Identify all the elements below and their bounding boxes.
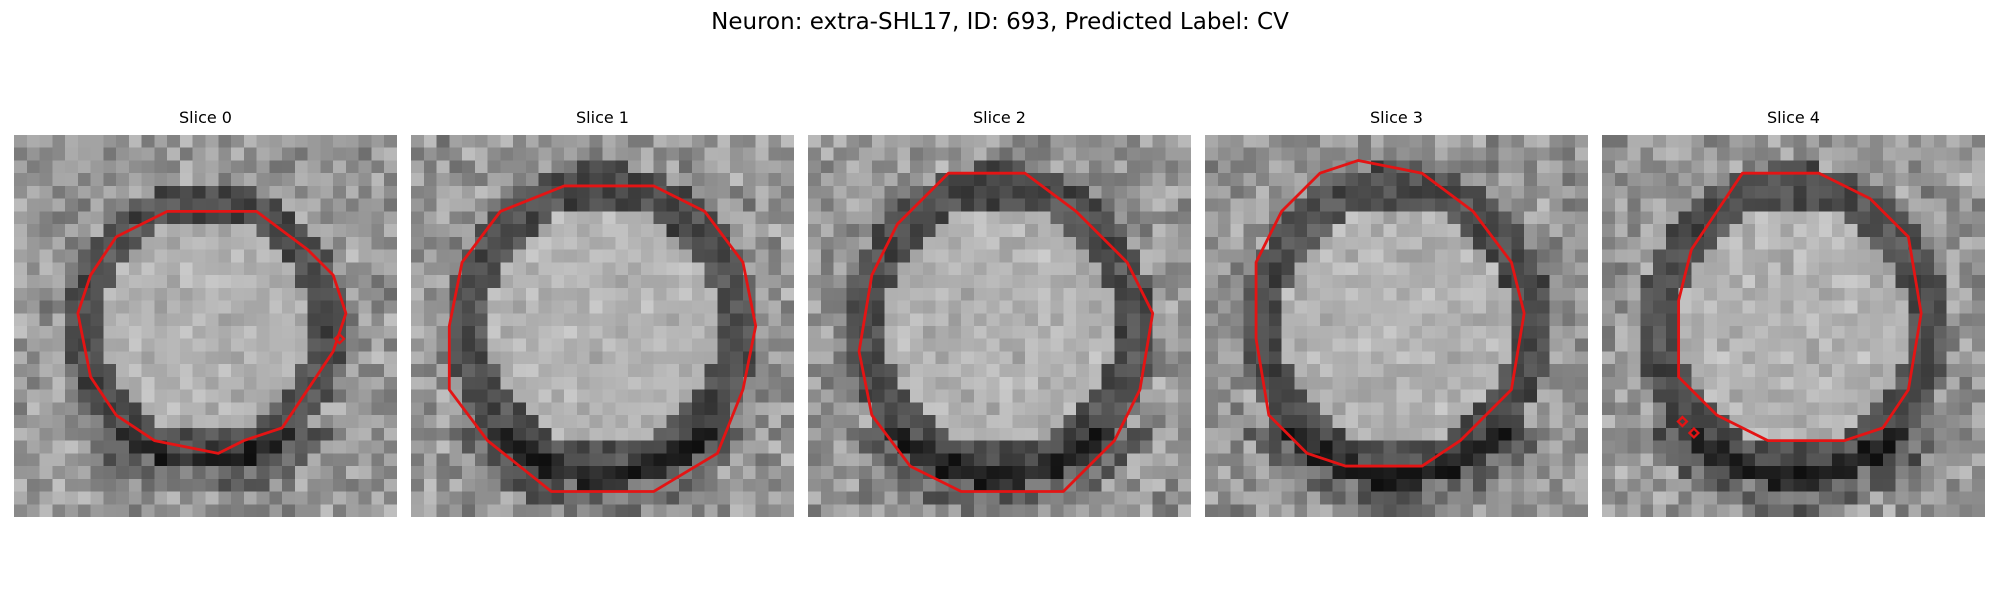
slice-title: Slice 4 [1767,108,1820,127]
pixel-grid [14,135,397,517]
slice-image [808,135,1191,517]
pixel-grid [808,135,1191,517]
slice-panel-2: Slice 2 [808,107,1191,517]
segmentation-contour [76,209,348,455]
slice-panel-3: Slice 3 [1205,107,1588,517]
slice-image [1205,135,1588,517]
slice-panel-4: Slice 4 [1602,107,1985,517]
slice-title: Slice 2 [973,108,1026,127]
slice-image [411,135,794,517]
slice-title: Slice 1 [576,108,629,127]
slice-panel-0: Slice 0 [14,107,397,517]
slice-panel-1: Slice 1 [411,107,794,517]
contour-fragment [1676,415,1689,428]
pixel-grid [411,135,794,517]
slice-title: Slice 0 [179,108,232,127]
contour-fragment [1687,426,1701,440]
segmentation-contour [1254,159,1526,468]
segmentation-contour [857,171,1155,493]
contour-fragment [333,332,346,345]
pixel-grid [1205,135,1588,517]
pixel-grid [1602,135,1985,517]
slice-title: Slice 3 [1370,108,1423,127]
segmentation-contour [1677,171,1923,443]
segmentation-contour [447,184,758,493]
slice-image [14,135,397,517]
slice-image [1602,135,1985,517]
figure-title: Neuron: extra-SHL17, ID: 693, Predicted … [711,9,1289,35]
